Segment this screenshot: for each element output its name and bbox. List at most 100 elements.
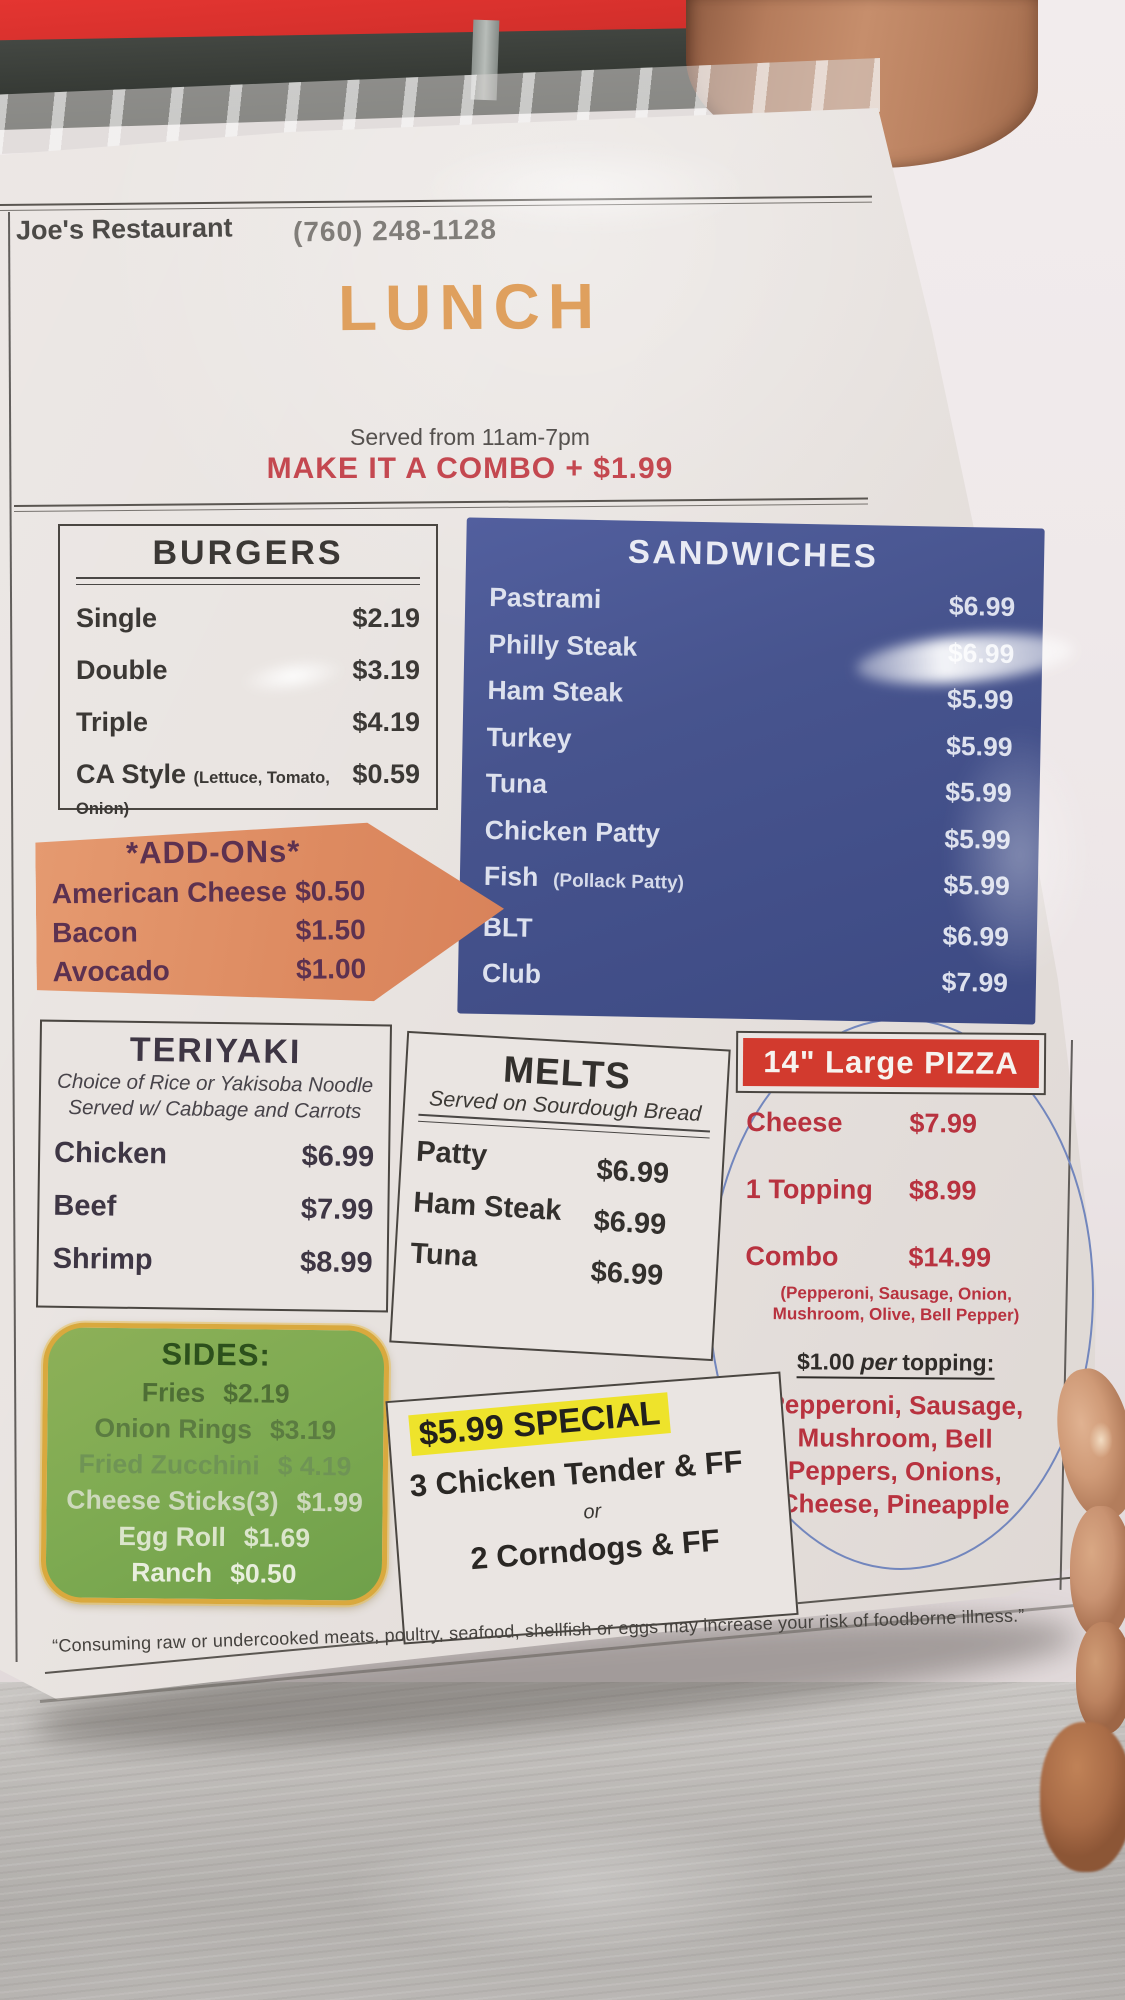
flash-glare xyxy=(370,130,800,245)
item-name: Egg Roll xyxy=(118,1520,226,1553)
item-name: Philly Steak xyxy=(488,628,638,662)
item-name: Onion Rings xyxy=(94,1412,253,1445)
menu-item: Fried Zucchini $ 4.19 xyxy=(47,1445,383,1485)
item-name: Chicken xyxy=(53,1136,168,1171)
item-price: $3.19 xyxy=(269,1414,337,1446)
item-name: Tuna xyxy=(485,767,548,800)
section-melts: MELTS Served on Sourdough Bread Patty $6.… xyxy=(389,1030,731,1362)
item-name: 1 Topping xyxy=(745,1173,873,1205)
menu-item: Avocado $1.00 xyxy=(52,953,366,988)
item-price: $ 4.19 xyxy=(277,1450,352,1482)
item-name: Ham Steak xyxy=(412,1186,563,1228)
item-price: $1.99 xyxy=(296,1486,363,1518)
burgers-underline xyxy=(76,577,420,585)
item-price: $1.69 xyxy=(243,1522,311,1553)
teriyaki-title: TERIYAKI xyxy=(129,1030,302,1072)
item-price: $0.59 xyxy=(352,759,420,789)
item-name: Chicken Patty xyxy=(484,814,661,848)
menu-item: Combo $14.99 xyxy=(745,1241,1047,1274)
item-name: Fried Zucchini xyxy=(78,1448,260,1481)
item-price: $14.99 xyxy=(908,1242,992,1273)
item-price: $7.99 xyxy=(909,1108,978,1139)
item-name: CA Style (Lettuce, Tomato, Onion) xyxy=(76,759,330,818)
item-name: Beef xyxy=(53,1189,117,1223)
item-price: $6.99 xyxy=(592,1205,668,1242)
item-name: Bacon xyxy=(52,916,138,949)
section-sides: SIDES: Fries $2.19 Onion Rings $3.19 Fried… xyxy=(40,1322,390,1606)
finger xyxy=(1070,1506,1125,1638)
item-price: $1.50 xyxy=(295,913,366,946)
item-price: $8.99 xyxy=(908,1175,977,1206)
item-price: $2.19 xyxy=(352,603,420,633)
pizza-topping-price: $1.00 per topping: xyxy=(745,1348,1047,1380)
menu-item: Single $2.19 xyxy=(76,603,420,634)
menu-item: CA Style (Lettuce, Tomato, Onion) $0.59 xyxy=(76,759,420,821)
item-name: Patty xyxy=(415,1135,489,1172)
item-price: $7.99 xyxy=(300,1193,374,1227)
menu-item: Tuna $6.99 xyxy=(409,1237,702,1293)
serving-hours: Served from 11am-7pm xyxy=(350,424,590,450)
item-name: Combo xyxy=(745,1240,839,1272)
menu-item: Pastrami $6.99 xyxy=(489,582,1015,622)
section-teriyaki: TERIYAKI Choice of Rice or Yakisoba Nood… xyxy=(36,1019,392,1313)
glare-blob xyxy=(925,690,1115,1020)
item-name: Tuna xyxy=(409,1237,479,1274)
restaurant-name: Joe's Restaurant xyxy=(15,212,233,246)
sandwiches-title: SANDWICHES xyxy=(627,532,879,575)
pizza-title-box: 14" Large PIZZA xyxy=(735,1030,1047,1096)
item-price: $6.99 xyxy=(589,1255,665,1293)
item-price: $6.99 xyxy=(948,590,1016,623)
menu-item: American Cheese $0.50 xyxy=(52,875,366,910)
metal-counter xyxy=(0,1682,1125,2000)
item-price: $8.99 xyxy=(299,1246,373,1280)
menu-item: Patty $6.99 xyxy=(415,1135,708,1191)
teriyaki-subtitle: Served w/ Cabbage and Carrots xyxy=(68,1095,362,1124)
menu-item: Triple $4.19 xyxy=(76,707,420,738)
item-note: (Pollack Patty) xyxy=(552,870,685,894)
item-name: Ranch xyxy=(131,1557,213,1588)
item-name: Cheese Sticks(3) xyxy=(66,1484,279,1517)
menu-item: Double $3.19 xyxy=(76,655,420,686)
item-name: Fries xyxy=(141,1377,206,1408)
menu-item: Ranch $0.50 xyxy=(46,1553,382,1593)
item-price: $6.99 xyxy=(595,1154,670,1191)
item-price: $0.50 xyxy=(295,875,366,907)
menu-item: Egg Roll $1.69 xyxy=(46,1517,382,1557)
menu-item: Cheese $7.99 xyxy=(746,1107,1048,1140)
section-pizza: Cheese $7.99 1 Topping $8.99 Combo $14.99 (… xyxy=(744,1107,1049,1522)
item-name: Cheese xyxy=(746,1106,843,1138)
section-addons: *ADD-ONs* American Cheese $0.50 Bacon $1.5… xyxy=(35,820,505,1007)
special-title: $5.99 SPECIAL xyxy=(408,1392,671,1457)
item-price: $3.19 xyxy=(352,655,420,685)
item-name: Pastrami xyxy=(489,581,602,615)
section-special: $5.99 SPECIAL 3 Chicken Tender & FF or 2… xyxy=(385,1371,799,1645)
counter-light-reflection xyxy=(260,1790,900,1990)
item-name: American Cheese xyxy=(51,875,287,910)
item-name: Double xyxy=(76,655,168,685)
menu-item: 1 Topping $8.99 xyxy=(746,1174,1048,1207)
combo-banner: MAKE IT A COMBO + $1.99 xyxy=(266,452,674,485)
finger xyxy=(1076,1622,1125,1734)
item-note: (Lettuce, Tomato, Onion) xyxy=(76,769,330,818)
burgers-title: BURGERS xyxy=(152,534,344,572)
menu-item: Chicken $6.99 xyxy=(54,1137,374,1174)
menu-item: Cheese Sticks(3) $1.99 xyxy=(46,1481,382,1521)
menu-item: Beef $7.99 xyxy=(53,1190,373,1227)
thumb xyxy=(1040,1722,1125,1872)
menu-item: Onion Rings $3.19 xyxy=(47,1409,383,1449)
fingernail-glint xyxy=(1088,1420,1114,1460)
addons-title: *ADD-ONs* xyxy=(125,833,301,871)
menu-item: Fries $2.19 xyxy=(48,1373,384,1413)
item-price: $0.50 xyxy=(230,1558,297,1589)
item-name: Fish (Pollack Patty) xyxy=(483,860,685,894)
item-name: Club xyxy=(481,957,542,990)
item-price: $4.19 xyxy=(352,707,420,737)
section-burgers: BURGERS Single $2.19 Double $3.19 Triple… xyxy=(58,524,438,818)
item-name: Ham Steak xyxy=(487,674,624,708)
menu-item: Bacon $1.50 xyxy=(52,914,366,949)
item-price: $2.19 xyxy=(223,1378,290,1409)
sides-title: SIDES: xyxy=(161,1336,271,1373)
item-price: $1.00 xyxy=(295,952,367,985)
